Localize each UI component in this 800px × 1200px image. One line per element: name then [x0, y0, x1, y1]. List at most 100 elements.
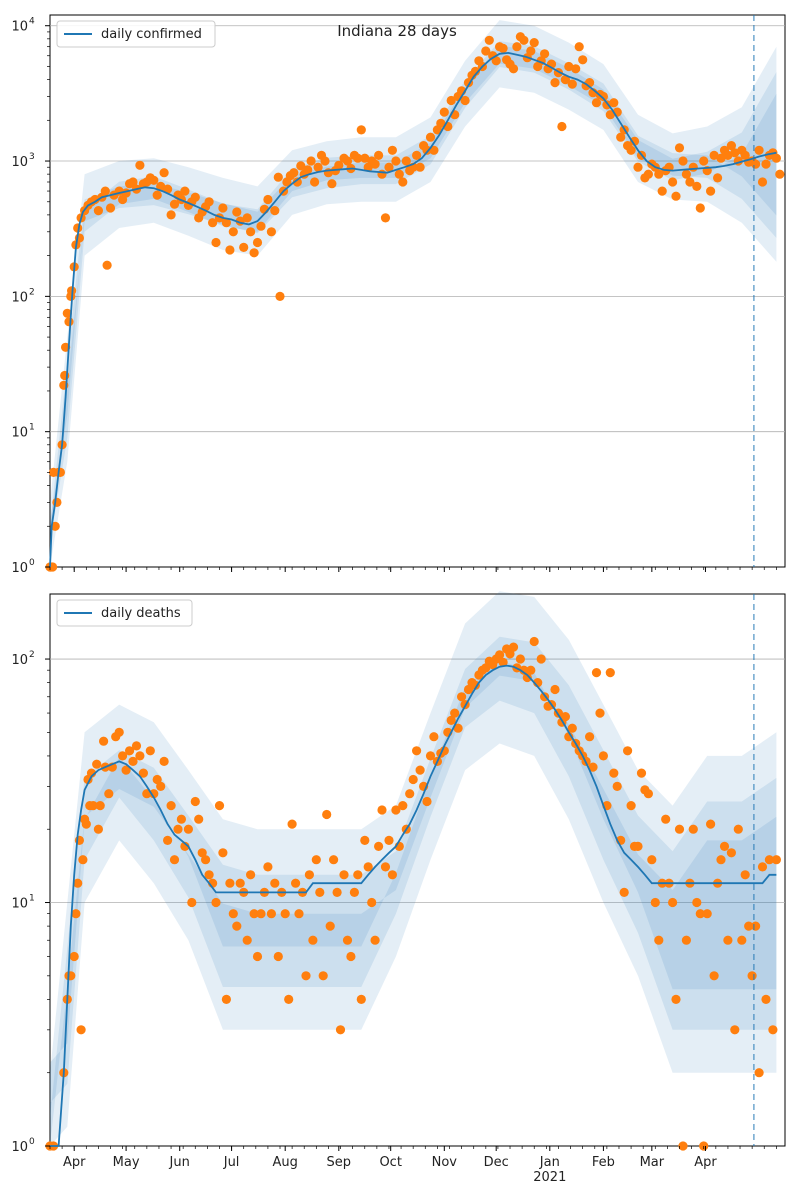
- x-year-label: 2021: [533, 1170, 566, 1185]
- observed-point: [768, 1025, 778, 1035]
- observed-point: [304, 870, 314, 880]
- observed-point: [100, 186, 110, 196]
- observed-point: [128, 756, 138, 767]
- observed-point: [457, 692, 467, 702]
- observed-point: [550, 684, 560, 695]
- band-outer: [50, 20, 777, 568]
- observed-point: [346, 951, 356, 962]
- observed-point: [733, 824, 743, 834]
- observed-point: [152, 774, 162, 785]
- x-tick-label: Oct: [379, 1155, 401, 1170]
- observed-point: [526, 46, 536, 56]
- y-tick-exponent: 1: [29, 894, 35, 904]
- observed-point: [201, 855, 211, 865]
- observed-point: [605, 110, 615, 120]
- observed-point: [391, 156, 401, 166]
- observed-point: [508, 64, 519, 74]
- observed-point: [398, 801, 408, 811]
- observed-point: [519, 35, 529, 45]
- observed-point: [81, 819, 91, 829]
- observed-point: [118, 751, 128, 761]
- observed-point: [463, 684, 474, 695]
- observed-point: [681, 169, 692, 179]
- observed-point: [674, 143, 685, 153]
- observed-point: [484, 35, 494, 45]
- observed-point: [436, 118, 446, 128]
- y-tick-label: 10: [11, 561, 28, 576]
- deaths-axes-frame: [49, 593, 786, 1147]
- deaths-model-line: [50, 664, 777, 1147]
- y-tick-label: 10: [11, 897, 28, 912]
- y-tick-exponent: 0: [29, 1137, 35, 1147]
- observed-point: [726, 141, 737, 151]
- observed-point: [740, 870, 750, 880]
- x-tick-label: Dec: [484, 1155, 509, 1170]
- observed-point: [394, 169, 404, 179]
- observed-point: [481, 46, 491, 56]
- observed-point: [235, 878, 245, 888]
- observed-point: [214, 801, 225, 811]
- observed-point: [692, 181, 702, 191]
- observed-point: [453, 723, 463, 733]
- observed-point: [374, 150, 384, 160]
- y-tick-exponent: 1: [29, 423, 35, 433]
- y-tick-exponent: 4: [29, 17, 35, 27]
- y-tick-exponent: 3: [29, 152, 35, 162]
- observed-point: [242, 935, 252, 945]
- observed-point: [252, 237, 263, 248]
- x-tick-label: Aug: [273, 1155, 298, 1170]
- observed-point: [422, 796, 432, 807]
- observed-point: [225, 245, 235, 255]
- observed-point: [398, 177, 408, 187]
- observed-point: [654, 169, 664, 179]
- observed-point: [270, 878, 280, 888]
- legend-box: [56, 20, 216, 48]
- observed-point: [356, 994, 366, 1005]
- observed-point: [256, 221, 266, 231]
- observed-point: [775, 169, 785, 179]
- observed-point: [73, 878, 83, 888]
- deaths-observed-points: [45, 636, 782, 1151]
- observed-point: [93, 206, 103, 216]
- legend-box: [56, 599, 193, 627]
- observed-point: [353, 870, 363, 880]
- observed-point: [678, 156, 688, 166]
- observed-point: [360, 835, 370, 846]
- observed-point: [310, 177, 320, 187]
- observed-point: [681, 935, 692, 945]
- observed-point: [370, 159, 380, 169]
- observed-point: [429, 145, 439, 155]
- observed-point: [498, 43, 508, 54]
- observed-point: [719, 841, 730, 852]
- observed-point: [289, 168, 299, 178]
- x-tick-label: May: [113, 1155, 140, 1170]
- observed-point: [225, 878, 235, 888]
- confirmed-axes-frame: [49, 14, 786, 568]
- observed-point: [163, 184, 173, 194]
- y-tick-label: 10: [11, 155, 28, 170]
- confirmed-model-line: [49, 51, 777, 568]
- observed-point: [567, 79, 577, 89]
- observed-point: [567, 723, 577, 733]
- observed-point: [266, 227, 276, 237]
- y-tick-label: 10: [11, 20, 28, 35]
- observed-point: [135, 751, 145, 761]
- chart-title: Indiana 28 days: [337, 22, 457, 40]
- observed-point: [671, 994, 681, 1005]
- confirmed-legend: daily confirmed: [56, 20, 216, 48]
- observed-point: [296, 161, 306, 171]
- observed-point: [578, 55, 588, 65]
- observed-point: [194, 814, 204, 824]
- observed-point: [716, 855, 726, 865]
- observed-point: [374, 841, 384, 852]
- observed-point: [242, 213, 252, 223]
- observed-point: [688, 162, 698, 172]
- observed-point: [156, 181, 166, 191]
- observed-point: [370, 935, 380, 945]
- observed-point: [764, 855, 775, 865]
- observed-point: [339, 870, 349, 880]
- observed-point: [688, 824, 698, 834]
- observed-point: [508, 642, 519, 652]
